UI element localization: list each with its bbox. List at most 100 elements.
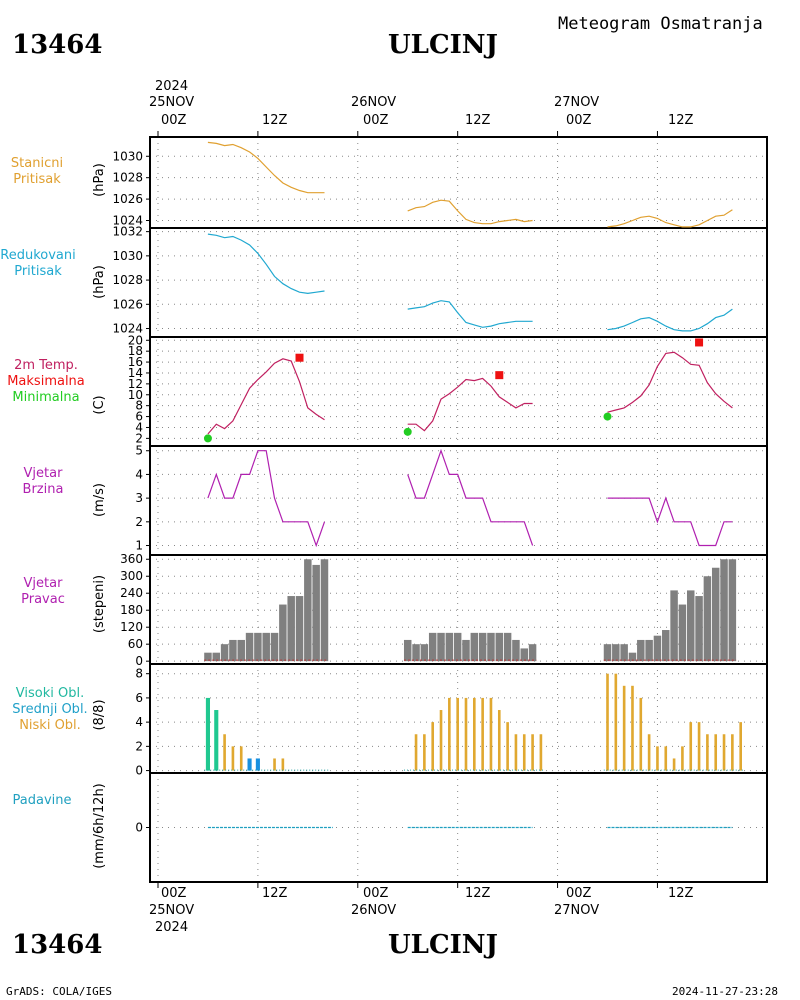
low-cloud-bar-2 (239, 746, 243, 771)
panel2-label-line1: Redukovani (0, 248, 76, 263)
wind-dir-bar-18 (428, 632, 437, 662)
low-cloud-bar-4 (281, 758, 285, 771)
low-cloud-bar-18 (522, 734, 526, 771)
wind-dir-bar-20 (445, 632, 454, 662)
low-cloud-bar-10 (456, 697, 459, 771)
low-cloud-bar-11 (464, 697, 468, 771)
tick-label-p2-1: 1030 (112, 249, 143, 263)
top-day-1: 25NOV (149, 95, 195, 110)
tmin-marker-0 (203, 434, 212, 443)
wind-dir-bar-33 (620, 644, 628, 662)
wind-dir-bar-19 (437, 632, 445, 662)
top-noon-2: 12Z (465, 113, 491, 128)
bottom-day-2: 26NOV (351, 903, 397, 918)
low-cloud-bar-12 (473, 697, 476, 771)
bottom-day-3: 27NOV (554, 903, 600, 918)
bottom-z-1: 00Z (161, 886, 187, 901)
meteogram-title: Meteogram Osmatranja (558, 14, 763, 34)
panel6-label-line1: Visoki Obl. (15, 686, 85, 701)
reduced-pressure-line-0 (207, 233, 325, 295)
tick-label-p4-0: 5 (135, 444, 143, 458)
station-pressure-line-1 (407, 199, 533, 225)
tick-label-p4-2: 3 (135, 491, 143, 505)
low-cloud-bar-5 (414, 734, 418, 771)
low-cloud-bar-23 (622, 685, 626, 771)
wind-dir-bar-6 (254, 632, 262, 662)
low-cloud-bar-37 (739, 722, 742, 771)
low-cloud-bar-32 (697, 722, 701, 771)
bottom-z-2: 00Z (363, 886, 389, 901)
tmax-marker-0 (295, 353, 304, 362)
tick-label-p3-2: 16 (128, 355, 143, 369)
bottom-day-1: 25NOV (149, 903, 195, 918)
low-cloud-bar-1 (231, 746, 235, 771)
wind-dir-bar-25 (487, 632, 495, 662)
panel-frame-p2 (149, 227, 768, 338)
panel6-label-line3: Niski Obl. (19, 718, 81, 733)
panel4-label: Vjetar Brzina (10, 466, 76, 498)
tmin-marker-2 (603, 412, 612, 421)
tick-label-p4-1: 4 (135, 467, 143, 481)
top-day-3: 27NOV (554, 95, 600, 110)
low-cloud-bar-22 (614, 673, 618, 771)
panel7-label: Padavine (4, 793, 80, 809)
wind-dir-bar-17 (420, 644, 429, 662)
wind-dir-bar-24 (478, 632, 487, 662)
temperature-line-2 (607, 351, 733, 413)
tick-label-p4-4: 1 (135, 539, 143, 553)
panel3-label: 2m Temp. Maksimalna Minimalna (2, 358, 90, 406)
tick-label-p5-1: 300 (120, 569, 143, 583)
wind-dir-bar-34 (628, 652, 637, 662)
wind-dir-bar-3 (229, 639, 237, 662)
panel6-label: Visoki Obl. Srednji Obl. Niski Obl. (2, 686, 98, 734)
low-cloud-bar-6 (423, 734, 426, 771)
tick-label-p3-7: 6 (135, 410, 143, 424)
tick-label-p7-0: 0 (135, 821, 143, 835)
tick-label-p6-4: 0 (135, 764, 143, 778)
tick-label-p5-5: 60 (128, 637, 143, 651)
tick-label-p3-1: 18 (128, 344, 143, 358)
wind-dir-bar-1 (212, 652, 221, 662)
tick-label-p5-6: 0 (135, 654, 143, 668)
temperature-line-1 (407, 377, 533, 432)
tick-label-p2-2: 1028 (112, 273, 143, 287)
wind-dir-bar-39 (670, 590, 678, 662)
tick-label-p1-2: 1026 (112, 192, 143, 206)
low-cloud-bar-26 (647, 734, 651, 771)
wind-dir-bar-26 (495, 632, 504, 662)
low-cloud-bar-20 (539, 734, 543, 771)
tick-label-p2-3: 1026 (112, 297, 143, 311)
wind-dir-bar-12 (304, 559, 312, 662)
low-cloud-bar-28 (664, 746, 668, 771)
panel1-label-line1: Stanicni (10, 156, 64, 171)
panel3-label-line3: Minimalna (12, 390, 80, 405)
wind-dir-bar-5 (245, 632, 254, 662)
wind-dir-bar-32 (612, 644, 620, 662)
low-cloud-bar-14 (489, 697, 493, 771)
high-cloud-bar-1 (214, 710, 219, 771)
wind-dir-bar-38 (662, 630, 670, 662)
wind-dir-bar-29 (520, 648, 529, 662)
panel2-label-line2: Pritisak (14, 264, 62, 279)
panel5-label-line2: Pravac (21, 592, 65, 607)
wind-speed-line-1 (407, 448, 534, 546)
tick-label-p2-0: 1032 (112, 225, 143, 239)
low-cloud-bar-21 (606, 673, 609, 771)
tick-label-p6-2: 4 (135, 715, 143, 729)
low-cloud-bar-27 (656, 746, 659, 771)
tick-label-p5-0: 360 (120, 552, 143, 566)
low-cloud-bar-31 (689, 722, 693, 771)
top-year: 2024 (155, 79, 189, 94)
wind-dir-bar-22 (462, 639, 470, 662)
panel4-label-line2: Brzina (22, 482, 64, 497)
wind-dir-bar-7 (262, 632, 270, 662)
reduced-pressure-line-2 (607, 308, 733, 332)
tick-label-p1-1: 1028 (112, 171, 143, 185)
panel4-label-line1: Vjetar (23, 466, 63, 481)
wind-dir-bar-13 (312, 564, 320, 662)
wind-dir-bar-43 (703, 576, 712, 662)
top-day-2: 26NOV (351, 95, 397, 110)
low-cloud-bar-19 (531, 734, 534, 771)
panel3-label-line1: 2m Temp. (14, 358, 78, 373)
tick-label-p3-9: 2 (135, 431, 143, 445)
